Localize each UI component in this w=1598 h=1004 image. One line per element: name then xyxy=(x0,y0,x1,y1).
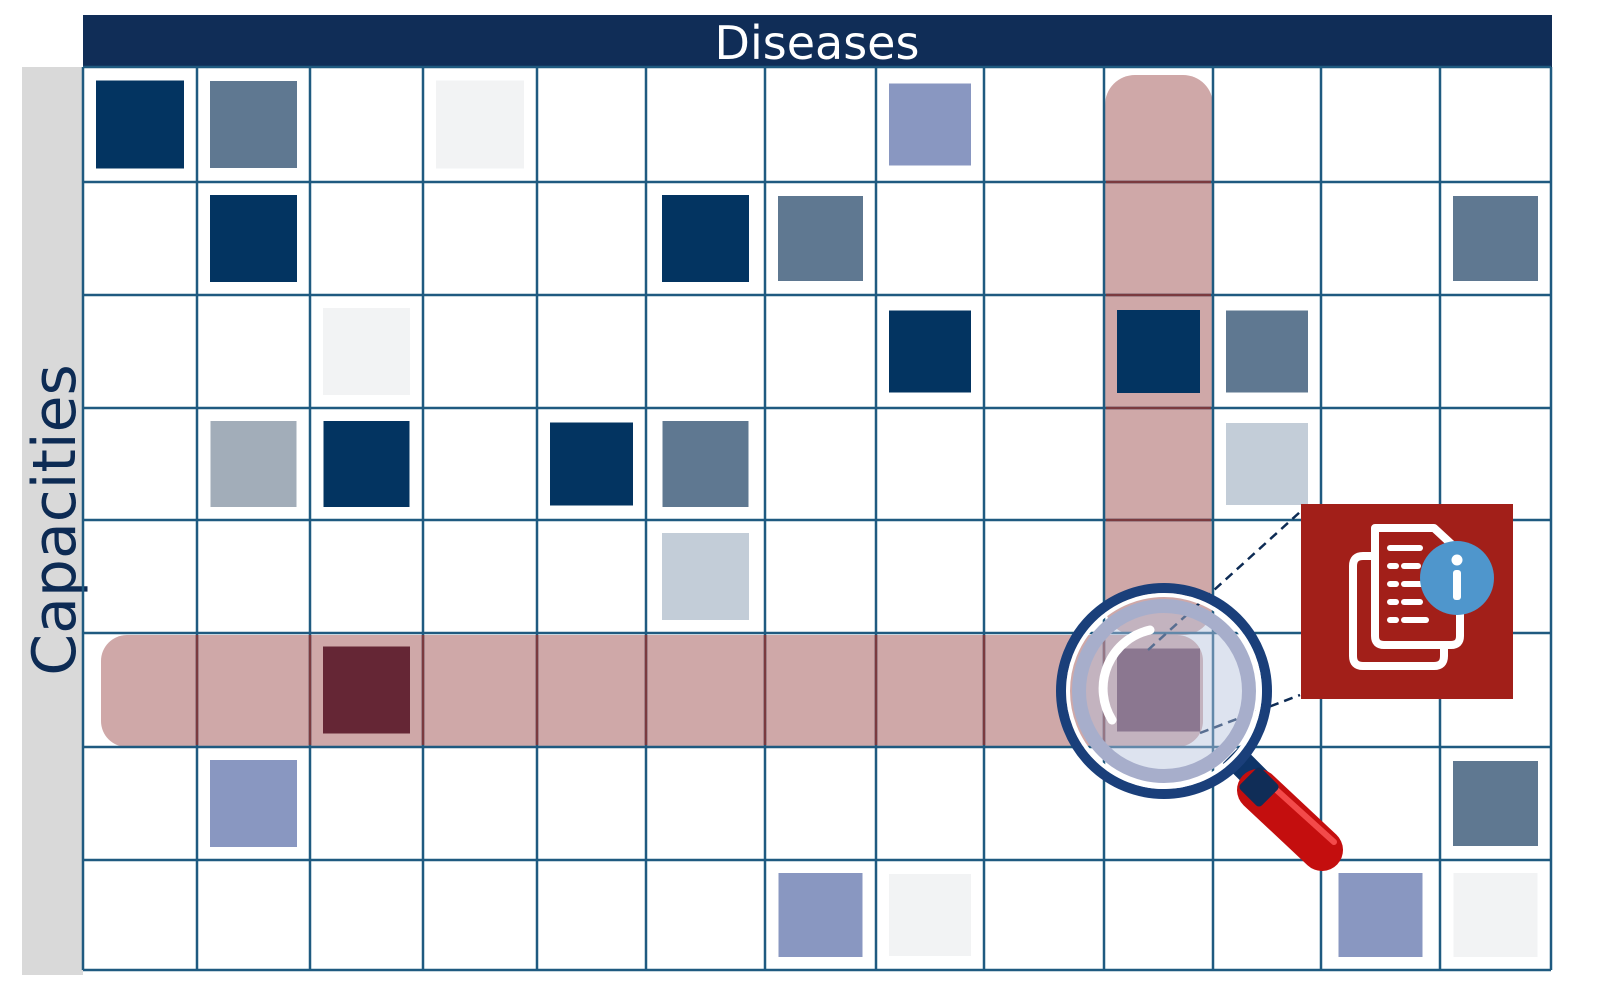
matrix-cell-mid xyxy=(210,81,297,168)
matrix-cell-dark xyxy=(96,80,184,169)
matrix-cell-dark xyxy=(1117,310,1200,393)
matrix-cell-mid xyxy=(778,196,863,281)
matrix-cell-faint xyxy=(323,308,410,395)
matrix-cell-dark xyxy=(889,310,971,393)
matrix-cell-dark xyxy=(210,195,297,282)
matrix-cell-lavender xyxy=(889,83,971,166)
matrix-cell-dark xyxy=(323,421,410,507)
matrix-cells xyxy=(96,80,1538,957)
matrix-cell-dark xyxy=(662,195,749,282)
callout-line-top xyxy=(1147,511,1301,651)
matrix-cell-mid xyxy=(1453,196,1538,281)
header-background xyxy=(83,15,1552,67)
matrix-cell-light xyxy=(1226,423,1308,505)
magnifying-glass-icon xyxy=(1056,583,1343,871)
matrix-cell-dark xyxy=(550,422,633,506)
header-title: Diseases xyxy=(715,16,920,70)
matrix-cell-lavender xyxy=(1338,873,1423,957)
matrix-cell-plum xyxy=(1117,648,1200,732)
matrix-cell-faint xyxy=(436,80,524,169)
sidebar-title: Capacities xyxy=(20,364,90,676)
matrix-cell-gray xyxy=(210,421,297,507)
sidebar-background xyxy=(22,67,83,975)
matrix-cell-lavender xyxy=(210,760,297,847)
matrix-cell-mid xyxy=(662,421,749,507)
matrix-cell-maroon xyxy=(323,646,410,734)
info-panel xyxy=(1301,504,1513,699)
matrix-cell-light xyxy=(662,533,749,620)
highlight-row-band xyxy=(101,635,1203,747)
matrix-cell-faint xyxy=(889,874,971,956)
matrix-cell-lavender xyxy=(778,873,863,957)
document-info-icon xyxy=(1349,524,1494,670)
matrix-grid xyxy=(81,65,1553,972)
matrix-cell-faint xyxy=(1453,873,1538,957)
matrix-cell-mid xyxy=(1226,310,1308,393)
matrix-cell-mid xyxy=(1453,761,1538,846)
